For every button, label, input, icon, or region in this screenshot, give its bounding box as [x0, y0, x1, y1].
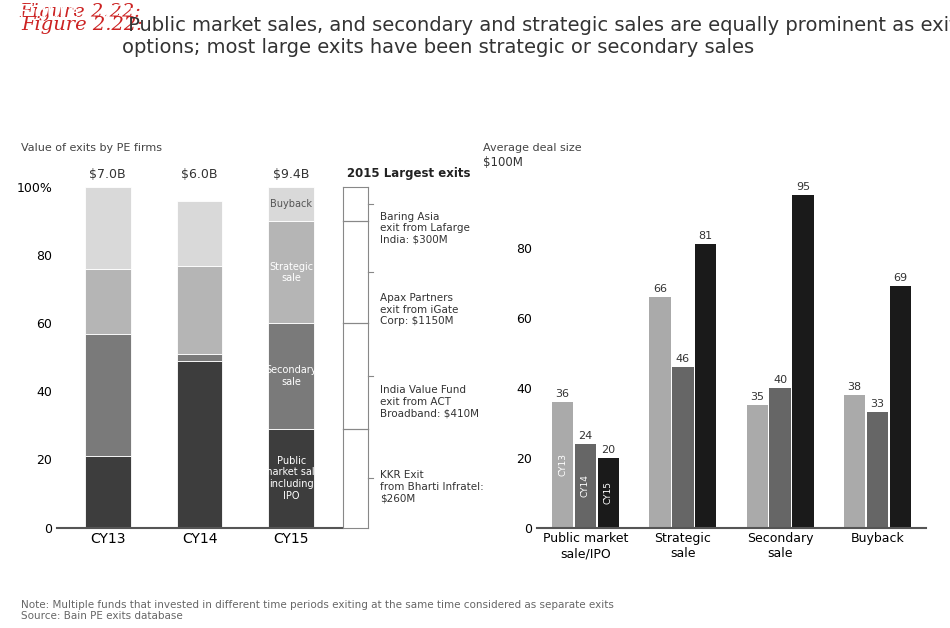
Text: Public market sales, secondary & strategic
sales equally prominent in exit value: Public market sales, secondary & strateg… [103, 103, 387, 133]
Text: 40: 40 [773, 375, 788, 385]
Text: Figure 2.22: Public market sales, and secondary and strategic sales are equally : Figure 2.22: Public market sales, and se… [19, 3, 950, 44]
Bar [269, 187, 314, 221]
Bar [177, 361, 222, 528]
Text: 95: 95 [796, 182, 810, 192]
Text: Public
market sale
including
IPO: Public market sale including IPO [262, 456, 320, 501]
Bar [177, 266, 222, 354]
Text: 2015 Largest exits: 2015 Largest exits [347, 167, 470, 180]
Text: Figure 2.22:: Figure 2.22: [21, 16, 142, 34]
Text: Figure 2.22:: Figure 2.22: [19, 3, 141, 21]
Text: 36: 36 [556, 389, 570, 399]
Bar [747, 405, 768, 528]
Bar [269, 429, 314, 528]
Text: 81: 81 [698, 231, 712, 241]
Text: 46: 46 [675, 354, 690, 364]
Text: Buyback: Buyback [271, 199, 313, 209]
Text: KKR Exit
from Bharti Infratel:
$260M: KKR Exit from Bharti Infratel: $260M [380, 470, 484, 503]
Text: Average deal size: Average deal size [483, 143, 581, 153]
Text: CY14: CY14 [581, 474, 590, 497]
Text: Note: Multiple funds that invested in different time periods exiting at the same: Note: Multiple funds that invested in di… [21, 600, 614, 621]
Text: CY13: CY13 [558, 453, 567, 476]
Bar [85, 333, 130, 456]
Bar [85, 187, 130, 269]
Text: Public market sales, and secondary and strategic sales are equally prominent as : Public market sales, and secondary and s… [122, 16, 950, 57]
Bar [269, 323, 314, 429]
Bar [695, 244, 716, 528]
Text: India Value Fund
exit from ACT
Broadband: $410M: India Value Fund exit from ACT Broadband… [380, 385, 479, 418]
Bar [844, 394, 865, 528]
Bar [177, 354, 222, 361]
Text: $9.4B: $9.4B [274, 168, 310, 181]
Bar [85, 269, 130, 333]
Text: Apax Partners
exit from iGate
Corp: $1150M: Apax Partners exit from iGate Corp: $115… [380, 293, 458, 327]
Text: 66: 66 [653, 284, 667, 294]
Text: CY15: CY15 [604, 481, 613, 504]
Text: Baring Asia
exit from Lafarge
India: $300M: Baring Asia exit from Lafarge India: $30… [380, 212, 470, 245]
Bar [552, 401, 573, 528]
Text: Secondary sales and strategic sales have the highest average deal sizes: Secondary sales and strategic sales have… [465, 111, 946, 124]
Bar [85, 456, 130, 528]
Bar [269, 221, 314, 323]
Text: Value of exits by PE firms: Value of exits by PE firms [21, 143, 162, 153]
Text: $7.0B: $7.0B [89, 168, 126, 181]
Text: $6.0B: $6.0B [181, 168, 218, 181]
Text: Strategic
sale: Strategic sale [270, 262, 314, 283]
Bar [890, 286, 911, 528]
Text: 35: 35 [750, 392, 765, 403]
Bar [770, 387, 791, 528]
Bar [598, 458, 619, 528]
Bar [792, 195, 814, 528]
Bar [649, 296, 671, 528]
Text: 69: 69 [893, 273, 907, 283]
Text: Secondary
sale: Secondary sale [266, 365, 317, 387]
Text: $100M: $100M [483, 156, 522, 169]
Text: 24: 24 [579, 431, 593, 441]
Bar [575, 443, 597, 528]
Text: 33: 33 [870, 399, 884, 409]
Text: 20: 20 [601, 445, 616, 455]
Text: 38: 38 [847, 382, 862, 392]
Bar [177, 201, 222, 266]
Bar [866, 412, 888, 528]
Bar [672, 367, 694, 528]
